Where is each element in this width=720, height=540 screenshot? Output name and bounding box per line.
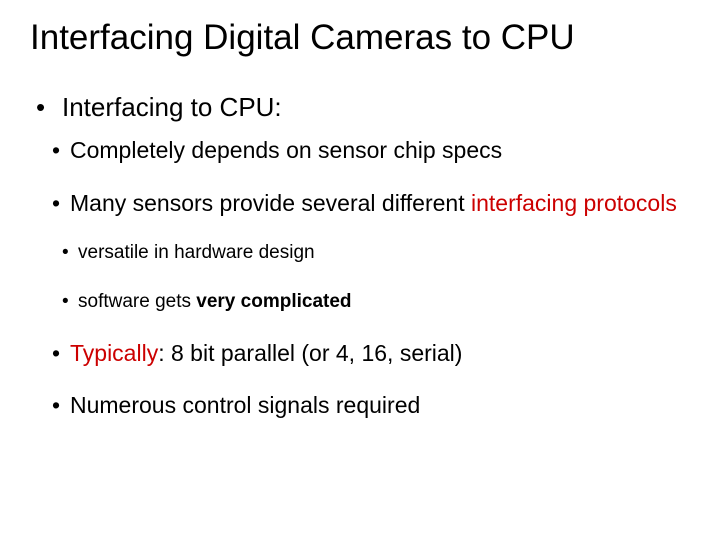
list-item-text: Completely depends on sensor chip specs	[70, 137, 690, 163]
text-fragment-bold: very complicated	[196, 291, 351, 312]
text-fragment-highlight: Typically	[70, 340, 158, 366]
list-item: • Many sensors provide several different…	[52, 190, 690, 216]
slide: Interfacing Digital Cameras to CPU • Int…	[0, 0, 720, 540]
text-fragment: Many sensors provide several different	[70, 190, 471, 216]
slide-title: Interfacing Digital Cameras to CPU	[30, 18, 690, 58]
bullet-icon: •	[62, 291, 78, 314]
text-fragment: software gets	[78, 291, 196, 312]
bullet-list-level3: • versatile in hardware design • softwar…	[30, 242, 690, 314]
list-item-text: Interfacing to CPU:	[62, 92, 690, 123]
bullet-icon: •	[36, 92, 62, 123]
list-item-text: Many sensors provide several different i…	[70, 190, 690, 216]
list-item: • Numerous control signals required	[52, 392, 690, 418]
bullet-icon: •	[52, 137, 70, 163]
bullet-icon: •	[52, 392, 70, 418]
list-item-text: software gets very complicated	[78, 291, 690, 314]
bullet-icon: •	[62, 242, 78, 265]
bullet-list-level2: • Typically: 8 bit parallel (or 4, 16, s…	[30, 340, 690, 419]
bullet-list-level1: • Interfacing to CPU:	[30, 92, 690, 123]
bullet-icon: •	[52, 340, 70, 366]
list-item-text: Typically: 8 bit parallel (or 4, 16, ser…	[70, 340, 690, 366]
list-item-text: versatile in hardware design	[78, 242, 690, 265]
list-item: • Completely depends on sensor chip spec…	[52, 137, 690, 163]
list-item: • versatile in hardware design	[62, 242, 690, 265]
bullet-list-level2: • Completely depends on sensor chip spec…	[30, 137, 690, 216]
text-fragment-highlight: interfacing protocols	[471, 190, 677, 216]
list-item-text: Numerous control signals required	[70, 392, 690, 418]
list-item: • Interfacing to CPU:	[36, 92, 690, 123]
list-item: • software gets very complicated	[62, 291, 690, 314]
text-fragment: : 8 bit parallel (or 4, 16, serial)	[158, 340, 462, 366]
bullet-icon: •	[52, 190, 70, 216]
list-item: • Typically: 8 bit parallel (or 4, 16, s…	[52, 340, 690, 366]
